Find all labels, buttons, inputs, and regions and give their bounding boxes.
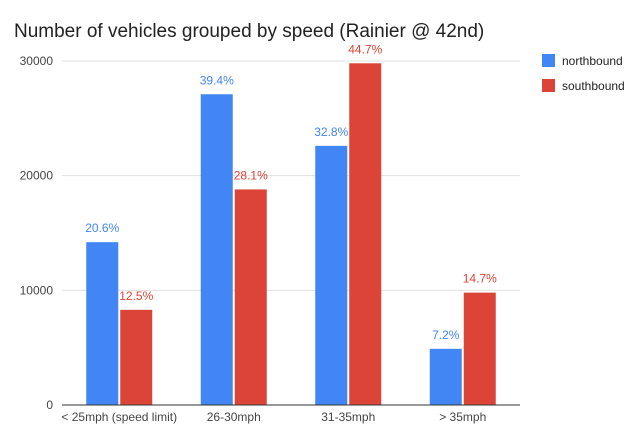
bar-southbound <box>234 189 267 405</box>
x-tick-label: < 25mph (speed limit) <box>61 410 177 424</box>
bar-northbound <box>429 348 462 405</box>
bar-northbound <box>200 94 233 406</box>
x-tick-label: > 35mph <box>439 410 486 424</box>
y-tick-label: 30000 <box>20 54 54 68</box>
chart-title: Number of vehicles grouped by speed (Rai… <box>14 21 484 42</box>
data-label-northbound: 39.4% <box>200 73 234 87</box>
data-label-northbound: 7.2% <box>432 328 460 342</box>
data-label-southbound: 12.5% <box>119 289 153 303</box>
legend-label-southbound: southbound <box>562 79 625 93</box>
bar-northbound <box>86 242 119 405</box>
y-tick-label: 10000 <box>20 283 54 297</box>
x-tick-label: 31-35mph <box>321 410 375 424</box>
legend-label-northbound: northbound <box>562 54 623 68</box>
bar-southbound <box>463 292 496 405</box>
y-tick-label: 20000 <box>20 169 54 183</box>
grid-lines <box>62 60 520 291</box>
legend: northbound southbound <box>542 54 625 93</box>
data-labels: 20.6% 12.5% 39.4% 28.1% 32.8% 44.7% 7.2% 14.7% <box>85 42 497 342</box>
legend-swatch-southbound <box>542 79 555 92</box>
y-tick-label: 0 <box>46 398 53 412</box>
data-label-southbound: 14.7% <box>463 272 497 286</box>
data-label-southbound: 44.7% <box>348 42 382 56</box>
legend-swatch-northbound <box>542 54 555 67</box>
bars <box>86 63 496 406</box>
bar-northbound <box>315 145 348 405</box>
bar-southbound <box>120 309 153 405</box>
data-label-northbound: 20.6% <box>85 221 119 235</box>
x-axis-ticks: < 25mph (speed limit) 26-30mph 31-35mph > 3… <box>61 410 486 424</box>
x-tick-label: 26-30mph <box>207 410 261 424</box>
data-label-northbound: 32.8% <box>314 125 348 139</box>
bar-southbound <box>349 63 382 405</box>
data-label-southbound: 28.1% <box>234 168 268 182</box>
y-axis-ticks: 0 10000 20000 30000 <box>20 54 54 412</box>
